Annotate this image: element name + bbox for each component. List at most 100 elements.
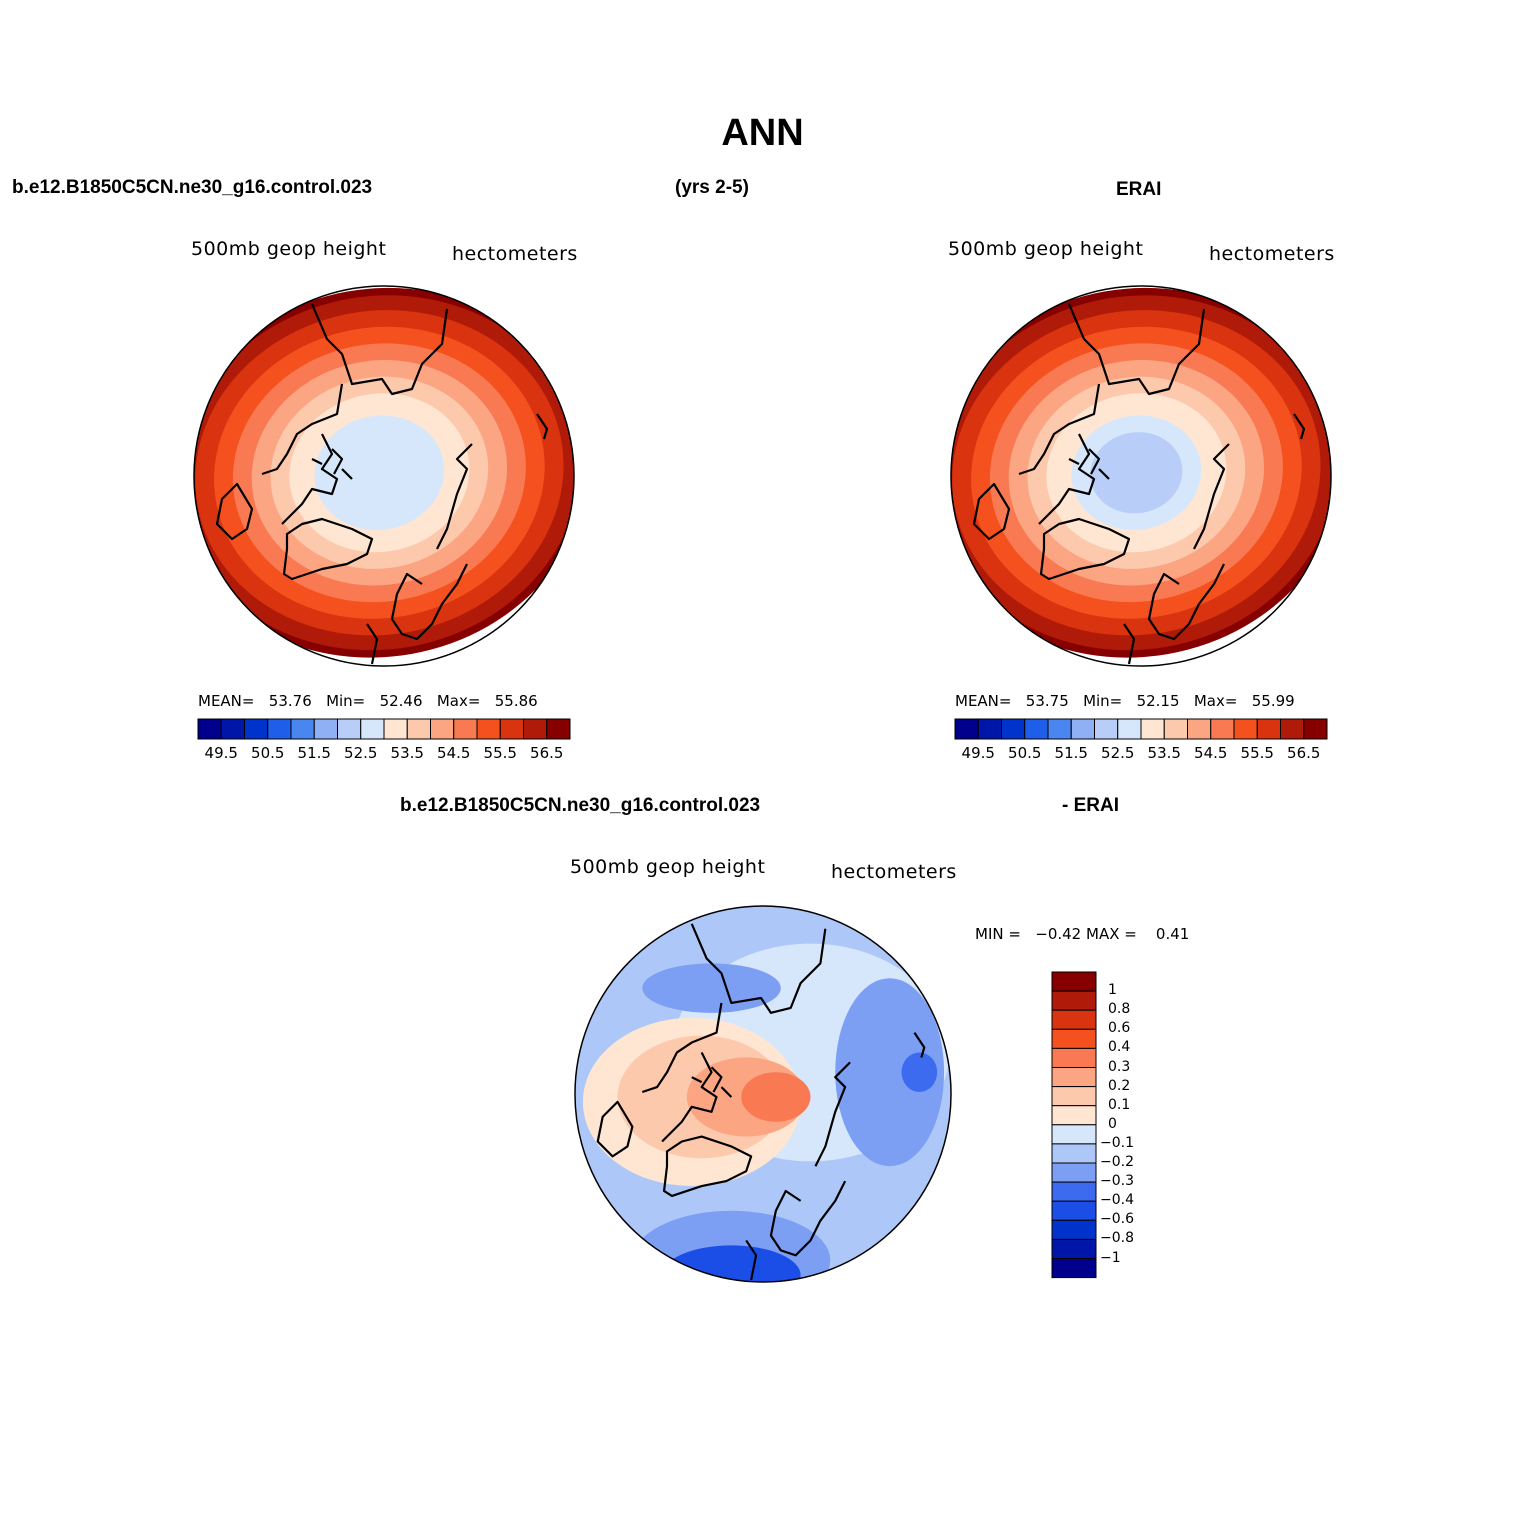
coastline-path [769, 1180, 847, 1257]
coastline [596, 923, 926, 1281]
colorbar-box [1051, 1047, 1097, 1069]
contour-fill [951, 287, 1331, 665]
colorbar-box [499, 718, 524, 740]
colorbar-box [406, 718, 431, 740]
colorbar-tick-label: −0.8 [1100, 1230, 1134, 1247]
map-border [193, 285, 575, 667]
max-label: Max= [436, 692, 481, 710]
coastline-path [1068, 448, 1110, 480]
colorbar-box [476, 718, 501, 740]
coastline-path [1039, 517, 1131, 581]
diff-panel-variable: 500mb geop height [570, 856, 766, 878]
colorbar-tick-label: 0.1 [1108, 1096, 1131, 1113]
colorbar-box [1024, 718, 1049, 740]
colorbar-tick-label: 54.5 [437, 744, 471, 762]
colorbar-box [1070, 718, 1095, 740]
colorbar-box [430, 718, 455, 740]
colorbar-box [1051, 1258, 1097, 1279]
coastline-path [1038, 433, 1096, 525]
max-label: Max= [1193, 692, 1238, 710]
colorbar-box [220, 718, 245, 740]
colorbar-box [1051, 1028, 1097, 1049]
mean-label: MEAN= [198, 692, 255, 710]
panel-obs-colorbar [954, 718, 1328, 740]
coastline-path [536, 413, 549, 440]
contour-band [835, 978, 945, 1167]
panel-obs-variable: 500mb geop height [948, 238, 1144, 260]
contour-band [662, 1245, 801, 1283]
colorbar-tick-label: 0.2 [1108, 1077, 1131, 1094]
colorbar-box [1163, 718, 1188, 740]
contour-band [314, 415, 445, 531]
contour-band [741, 1072, 811, 1122]
colorbar-box [1047, 718, 1072, 740]
max-value: 55.86 [494, 692, 538, 710]
panel-model-units: hectometers [452, 243, 578, 265]
colorbar-box [523, 718, 548, 740]
panel-obs-stats: MEAN= 53.75 Min= 52.15 Max= 55.99 [955, 692, 1295, 710]
colorbar-box [290, 718, 315, 740]
coastline-path [281, 433, 339, 525]
colorbar-tick-label: 0.3 [1108, 1058, 1131, 1075]
coastline-path [690, 923, 827, 1014]
colorbar-tick-label: −0.2 [1100, 1154, 1134, 1170]
coastline-path [1018, 383, 1101, 476]
coastline-path [972, 482, 1011, 541]
panel-model-map [193, 285, 575, 667]
coastline-path [596, 1100, 634, 1158]
colorbar-box [1051, 1067, 1097, 1088]
coastline-path [390, 563, 468, 641]
diff-case-name-label: b.e12.B1850C5CN.ne30_g16.control.023 [400, 795, 761, 816]
panel-obs-units: hectometers [1209, 243, 1335, 265]
max-value: 55.99 [1251, 692, 1295, 710]
colorbar-box [1051, 1124, 1097, 1145]
coastline-path [1067, 303, 1206, 396]
coastline-path [311, 448, 353, 480]
colorbar-tick-label: 55.5 [483, 744, 517, 762]
min-label: MIN = [975, 925, 1021, 943]
colorbar-box [267, 718, 292, 740]
coastline-path [282, 517, 374, 581]
diff-panel-map [574, 905, 952, 1283]
colorbar-box [1051, 1200, 1097, 1221]
colorbar-tick-label: −0.6 [1100, 1211, 1134, 1228]
min-label: Min= [326, 692, 366, 710]
coastline-path [1123, 623, 1136, 665]
colorbar-tick-label: 49.5 [204, 744, 238, 762]
colorbar-box [197, 718, 222, 740]
colorbar-box [1051, 1086, 1097, 1107]
colorbar-box [360, 718, 385, 740]
colorbar-box [337, 718, 362, 740]
colorbar-box [244, 718, 269, 740]
colorbar-box [1233, 718, 1258, 740]
coastline [215, 303, 549, 665]
colorbar-tick-label: −0.4 [1100, 1192, 1134, 1209]
colorbar-box [1051, 1238, 1097, 1259]
colorbar-box [1051, 1219, 1097, 1240]
coastline [972, 303, 1306, 665]
colorbar-box [1051, 1105, 1097, 1126]
map-border [950, 285, 1332, 667]
colorbar-tick-label: 0 [1108, 1115, 1117, 1132]
panel-obs-map [950, 285, 1332, 667]
max-label: MAX = [1086, 925, 1137, 943]
coastline-path [1293, 413, 1306, 440]
coastline-path [366, 623, 379, 665]
diff-panel-units: hectometers [831, 861, 957, 883]
colorbar-tick-label: 0.6 [1108, 1020, 1131, 1037]
panel-model-stats: MEAN= 53.76 Min= 52.46 Max= 55.86 [198, 692, 538, 710]
colorbar-box [1051, 1181, 1097, 1202]
colorbar-tick-label: 50.5 [1008, 744, 1042, 762]
colorbar-tick-label: 51.5 [297, 744, 331, 762]
map-border [574, 905, 952, 1283]
colorbar-tick-label: −1 [1100, 1249, 1121, 1266]
diff-obs-name-label: - ERAI [1062, 795, 1119, 816]
coastline-path [1193, 443, 1230, 550]
colorbar-tick-label: 53.5 [1147, 744, 1181, 762]
colorbar-box [1256, 718, 1281, 740]
diff-panel-stats: MIN = −0.42 MAX = 0.41 [975, 925, 1189, 943]
panel-model-colorbar [197, 718, 571, 740]
colorbar-tick-label: 1 [1108, 982, 1117, 999]
colorbar-box [1187, 718, 1212, 740]
colorbar-box [1117, 718, 1142, 740]
